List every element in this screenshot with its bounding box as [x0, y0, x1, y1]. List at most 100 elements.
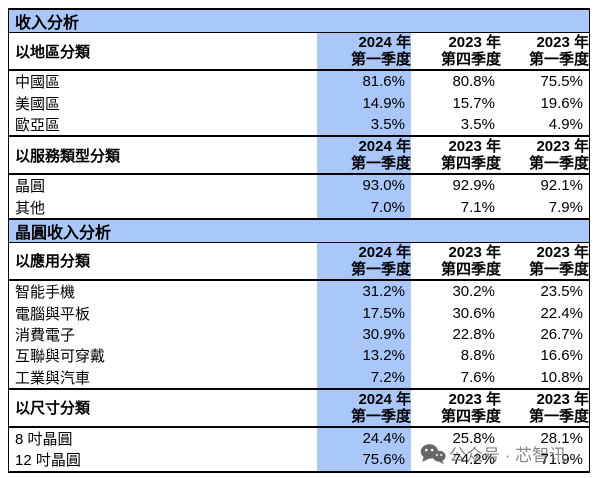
col-header-year: 2023 年 — [536, 34, 589, 51]
section-banner-wafer-revenue-analysis: 晶圓收入分析 — [9, 217, 589, 243]
value-2023-q4: 8.8% — [460, 347, 495, 365]
table-row-pc-tablet: 電腦與平板 17.5% 30.6% 22.4% — [9, 302, 589, 324]
value-2023-q4: 30.6% — [452, 304, 495, 322]
value-2023-q4: 30.2% — [452, 283, 495, 301]
col-header-quarter: 第四季度 — [440, 260, 501, 278]
value-2024-q1: 3.5% — [317, 113, 411, 136]
col-header-year: 2023 年 — [536, 390, 589, 408]
value-2023-q1: 75.5% — [540, 73, 583, 91]
group-label: 以尺寸分類 — [15, 400, 91, 418]
col-header-quarter: 第四季度 — [440, 155, 501, 173]
col-header-year: 2024 年 — [358, 243, 411, 261]
row-label: 互聯與可穿戴 — [15, 348, 106, 366]
value-2023-q1: 7.9% — [548, 198, 583, 216]
row-label: 美國區 — [15, 95, 61, 113]
col-header-year: 2024 年 — [358, 390, 411, 408]
table-row-consumer-electronics: 消費電子 30.9% 22.8% 26.7% — [9, 323, 589, 346]
col-header-2023-q4: 2023 年 第四季度 — [411, 243, 501, 279]
section-banner-revenue-analysis: 收入分析 — [9, 10, 589, 33]
value-2023-q4: 3.5% — [460, 115, 495, 133]
col-header-quarter: 第一季度 — [528, 260, 589, 278]
col-header-quarter: 第四季度 — [440, 407, 501, 425]
value-2024-q1: 75.6% — [317, 449, 411, 471]
value-2024-q1: 30.9% — [317, 323, 411, 346]
col-header-2023-q1: 2023 年 第一季度 — [501, 33, 589, 69]
table-row-iot-wearables: 互聯與可穿戴 13.2% 8.8% 16.6% — [9, 345, 589, 367]
col-header-year: 2023 年 — [448, 138, 501, 156]
row-label: 其他 — [15, 199, 46, 217]
col-header-quarter: 第一季度 — [528, 51, 589, 68]
col-header-2023-q4: 2023 年 第四季度 — [411, 33, 501, 69]
col-header-quarter: 第一季度 — [350, 407, 411, 425]
value-2023-q1: 16.6% — [540, 347, 583, 365]
col-header-year: 2024 年 — [358, 138, 411, 156]
value-2024-q1: 7.0% — [317, 196, 411, 218]
table-row-industrial-automotive: 工業與汽車 7.2% 7.6% 10.8% — [9, 366, 589, 388]
value-2023-q1: 19.6% — [540, 94, 583, 112]
row-label: 工業與汽車 — [15, 369, 91, 387]
group-header-by-region: 以地區分類 2024 年 第一季度 2023 年 第四季度 2023 年 第一季… — [9, 33, 589, 71]
value-2023-q1: 22.4% — [540, 304, 583, 322]
row-label: 智能手機 — [15, 284, 76, 302]
value-2023-q4: 74.2% — [452, 451, 495, 469]
row-label: 中國區 — [15, 74, 61, 92]
section-title: 收入分析 — [15, 15, 80, 32]
col-header-quarter: 第四季度 — [440, 51, 501, 68]
value-2024-q1: 81.6% — [317, 71, 411, 93]
col-header-2024-q1: 2024 年 第一季度 — [317, 33, 411, 69]
row-label: 8 吋晶圓 — [15, 431, 73, 449]
table-row-usa: 美國區 14.9% 15.7% 19.6% — [9, 92, 589, 114]
col-header-year: 2023 年 — [536, 243, 589, 261]
value-2023-q4: 15.7% — [452, 94, 495, 112]
revenue-analysis-table: 收入分析 以地區分類 2024 年 第一季度 2023 年 第四季度 2023 … — [8, 8, 590, 473]
value-2024-q1: 7.2% — [317, 366, 411, 388]
value-2024-q1: 24.4% — [317, 427, 411, 450]
value-2023-q4: 25.8% — [452, 430, 495, 448]
col-header-2024-q1: 2024 年 第一季度 — [317, 389, 411, 426]
table-row-china: 中國區 81.6% 80.8% 75.5% — [9, 71, 589, 93]
value-2024-q1: 13.2% — [317, 345, 411, 367]
col-header-2023-q1: 2023 年 第一季度 — [501, 137, 589, 173]
col-header-quarter: 第一季度 — [350, 155, 411, 173]
table-row-smartphone: 智能手機 31.2% 30.2% 23.5% — [9, 280, 589, 303]
value-2023-q4: 22.8% — [452, 325, 495, 343]
table-row-8-inch-wafer: 8 吋晶圓 24.4% 25.8% 28.1% — [9, 427, 589, 450]
value-2023-q1: 23.5% — [540, 283, 583, 301]
row-label: 12 吋晶圓 — [15, 452, 81, 470]
col-header-2024-q1: 2024 年 第一季度 — [317, 137, 411, 174]
col-header-2024-q1: 2024 年 第一季度 — [317, 242, 411, 279]
col-header-2023-q4: 2023 年 第四季度 — [411, 390, 501, 426]
value-2023-q4: 80.8% — [452, 73, 495, 91]
value-2023-q4: 7.6% — [460, 368, 495, 386]
group-label: 以應用分類 — [15, 253, 91, 271]
col-header-2023-q1: 2023 年 第一季度 — [501, 390, 589, 426]
col-header-2023-q4: 2023 年 第四季度 — [411, 137, 501, 173]
value-2023-q1: 28.1% — [540, 430, 583, 448]
value-2023-q4: 92.9% — [452, 177, 495, 195]
value-2024-q1: 31.2% — [317, 280, 411, 303]
group-label: 以服務類型分類 — [15, 147, 121, 165]
table-row-12-inch-wafer: 12 吋晶圓 75.6% 74.2% 71.9% — [9, 449, 589, 471]
value-2023-q1: 92.1% — [540, 177, 583, 195]
value-2023-q1: 71.9% — [540, 451, 583, 469]
col-header-year: 2023 年 — [536, 138, 589, 156]
row-label: 消費電子 — [15, 326, 76, 344]
col-header-quarter: 第一季度 — [528, 155, 589, 173]
group-label: 以地區分類 — [15, 43, 91, 61]
row-label: 歐亞區 — [15, 116, 61, 134]
value-2024-q1: 17.5% — [317, 302, 411, 324]
table-row-others: 其他 7.0% 7.1% 7.9% — [9, 196, 589, 218]
group-header-by-application: 以應用分類 2024 年 第一季度 2023 年 第四季度 2023 年 第一季… — [9, 242, 589, 281]
value-2023-q1: 4.9% — [548, 115, 583, 133]
table-row-eurasia: 歐亞區 3.5% 3.5% 4.9% — [9, 113, 589, 136]
table-row-wafer: 晶圓 93.0% 92.9% 92.1% — [9, 175, 589, 197]
col-header-quarter: 第一季度 — [350, 51, 411, 68]
col-header-year: 2023 年 — [448, 34, 501, 51]
value-2023-q4: 7.1% — [460, 198, 495, 216]
col-header-2023-q1: 2023 年 第一季度 — [501, 243, 589, 279]
col-header-year: 2023 年 — [448, 390, 501, 408]
col-header-year: 2023 年 — [448, 243, 501, 261]
col-header-quarter: 第一季度 — [528, 407, 589, 425]
value-2023-q1: 26.7% — [540, 325, 583, 343]
